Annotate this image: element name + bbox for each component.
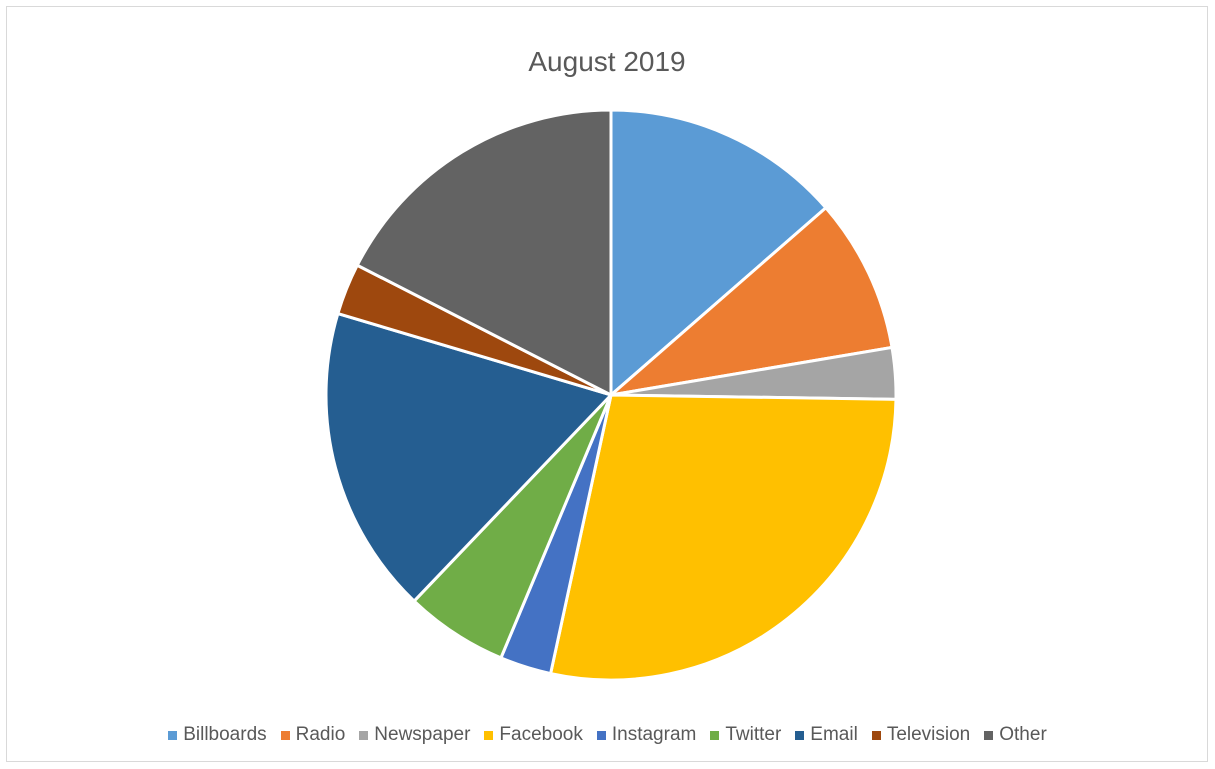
legend-label: Twitter [725,724,782,745]
pie-slice-facebook [549,393,898,682]
legend-label: Facebook [499,724,583,745]
legend-swatch [168,730,178,740]
legend-swatch [871,730,881,740]
pie-slice-billboards [609,108,828,397]
legend-label: Newspaper [374,724,471,745]
legend-swatch [984,730,994,740]
legend-item-facebook: Facebook [484,724,583,746]
chart-legend: Billboards Radio Newspaper Facebook Instagra… [0,724,1215,746]
legend-item-newspaper: Newspaper [359,724,470,746]
pie-slices [324,108,898,682]
legend-item-twitter: Twitter [710,724,781,746]
legend-swatch [596,730,606,740]
legend-label: Billboards [183,724,267,745]
pie-slice-radio [609,206,894,397]
legend-swatch [710,730,720,740]
legend-label: Television [886,724,971,745]
pie-slice-email [324,312,613,603]
legend-label: Other [999,724,1047,745]
legend-label: Radio [295,724,346,745]
legend-item-instagram: Instagram [596,724,697,746]
legend-item-television: Television [871,724,971,746]
legend-label: Email [810,724,858,745]
chart-title: August 2019 [528,46,686,77]
legend-swatch [795,730,805,740]
legend-swatch [359,730,369,740]
legend-swatch [484,730,494,740]
legend-swatch [280,730,290,740]
legend-item-other: Other [984,724,1047,746]
legend-item-billboards: Billboards [168,724,267,746]
legend-item-radio: Radio [280,724,346,746]
legend-label: Instagram [611,724,697,745]
pie-slice-other [355,108,613,397]
legend-item-email: Email [795,724,858,746]
